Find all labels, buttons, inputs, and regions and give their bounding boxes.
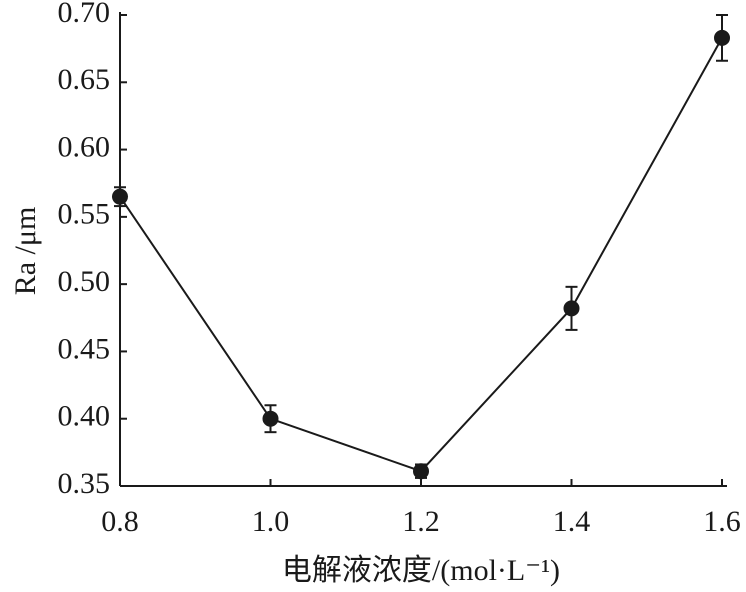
y-tick-label: 0.45	[58, 332, 111, 365]
y-tick-label: 0.60	[58, 130, 111, 163]
x-tick-label: 1.2	[402, 505, 440, 538]
point	[413, 463, 429, 480]
y-tick-label: 0.40	[58, 400, 111, 433]
x-tick-label: 1.6	[703, 505, 741, 538]
point	[563, 300, 580, 317]
y-tick-label: 0.55	[58, 198, 111, 231]
point	[262, 410, 279, 427]
point	[714, 29, 730, 46]
y-tick-label: 0.35	[58, 467, 111, 500]
point	[112, 188, 128, 205]
x-tick-label: 1.0	[252, 505, 290, 538]
y-axis-label: Ra /μm	[9, 207, 42, 296]
line	[119, 37, 723, 473]
x-axis-label: 电解液浓度/(mol·L⁻¹)	[282, 554, 560, 587]
x-tick-label: 1.4	[553, 505, 591, 538]
y-tick-label: 0.50	[58, 265, 111, 298]
x-tick-label: 0.8	[101, 505, 139, 538]
y-tick-label: 0.70	[58, 0, 111, 29]
y-tick-label: 0.65	[58, 63, 111, 96]
